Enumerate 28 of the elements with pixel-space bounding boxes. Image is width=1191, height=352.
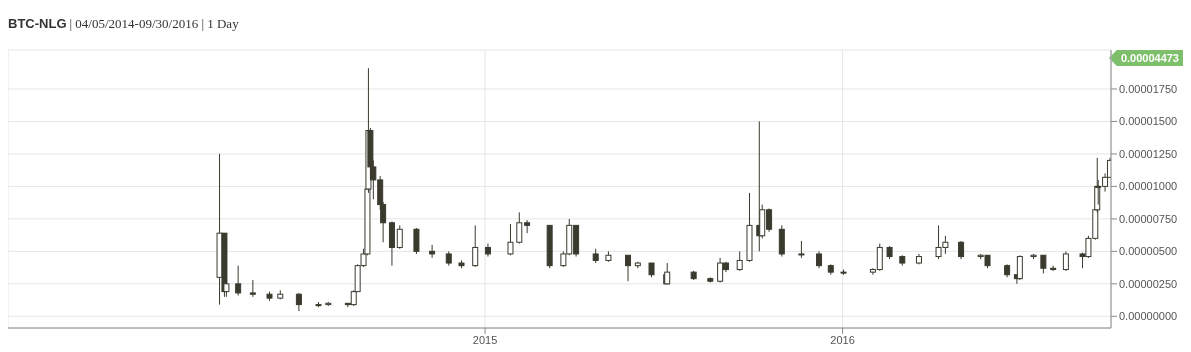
candlestick bbox=[524, 219, 531, 234]
candlestick bbox=[625, 254, 632, 282]
candlestick bbox=[1016, 254, 1023, 281]
candlestick bbox=[235, 265, 242, 297]
y-tick-label: 0.00000250 bbox=[1119, 277, 1178, 290]
candlestick bbox=[1040, 254, 1047, 274]
candlestick bbox=[1062, 250, 1069, 272]
candlestick bbox=[958, 240, 965, 260]
candlestick bbox=[472, 224, 479, 268]
candlestick bbox=[507, 223, 514, 256]
candlestick bbox=[736, 250, 743, 272]
x-tick-label: 2015 bbox=[472, 333, 498, 346]
x-tick-label: 2016 bbox=[830, 333, 855, 346]
chart-title: BTC-NLG bbox=[8, 16, 67, 31]
candlestick bbox=[516, 211, 523, 245]
candlestick bbox=[396, 224, 403, 250]
candlestick bbox=[429, 244, 436, 259]
chart-subtitle: | 04/05/2014-09/30/2016 | 1 Day bbox=[69, 16, 239, 31]
y-tick-label: 0.00000750 bbox=[1119, 212, 1178, 225]
y-tick-label: 0.00001750 bbox=[1119, 82, 1178, 95]
y-tick-label: 0.00001500 bbox=[1119, 115, 1178, 128]
candlestick bbox=[295, 292, 302, 312]
text: 0.00004473 bbox=[1108, 50, 1183, 66]
y-tick-label: 0.00000000 bbox=[1119, 310, 1178, 323]
y-tick-label: 0.00001250 bbox=[1119, 147, 1178, 160]
candlestick bbox=[413, 227, 420, 255]
y-tick-label: 0.00000500 bbox=[1119, 245, 1178, 258]
y-tick-label: 0.00001000 bbox=[1119, 180, 1178, 193]
